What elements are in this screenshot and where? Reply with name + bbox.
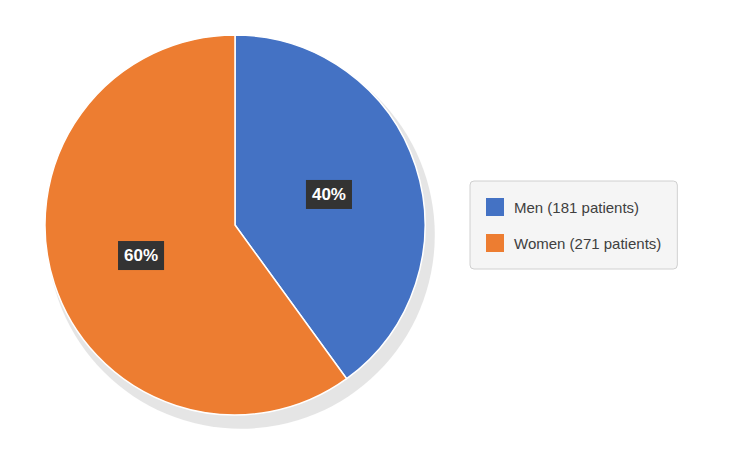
chart-svg: 40% 60% Men (181 patients) Women (271 patie…	[0, 0, 752, 451]
legend-swatch	[486, 198, 504, 216]
legend-swatch	[486, 234, 504, 252]
pie-slice	[45, 35, 347, 415]
legend: Men (181 patients) Women (271 patients)	[470, 181, 677, 269]
legend-label: Men (181 patients)	[514, 199, 639, 216]
data-label-box	[118, 241, 164, 270]
slices	[45, 35, 425, 415]
data-label: 60%	[118, 241, 164, 270]
data-labels: 40% 60%	[118, 180, 352, 270]
data-label: 40%	[306, 180, 352, 209]
chart-container: 40% 60% Men (181 patients) Women (271 patie…	[0, 0, 752, 451]
data-label-text: 40%	[312, 185, 346, 204]
data-label-text: 60%	[124, 246, 158, 265]
legend-frame	[470, 181, 677, 269]
legend-label: Women (271 patients)	[514, 235, 661, 252]
data-label-box	[306, 180, 352, 209]
